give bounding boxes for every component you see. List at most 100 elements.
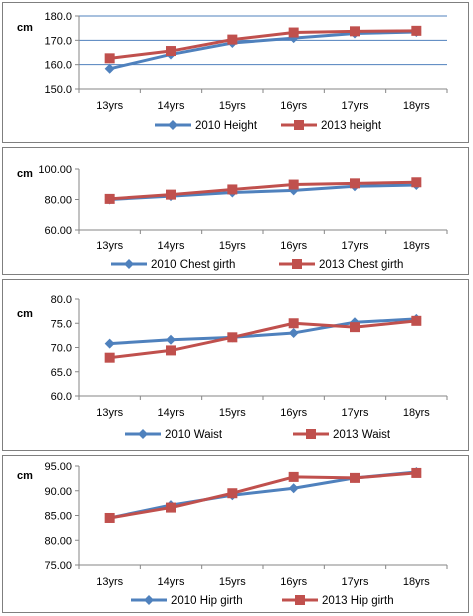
data-point-2013 bbox=[227, 184, 238, 195]
x-tick-label: 14yrs bbox=[158, 407, 185, 419]
y-tick-label: 160.0 bbox=[44, 60, 72, 72]
series-line-2010 bbox=[109, 317, 417, 346]
x-tick-label: 14yrs bbox=[158, 576, 185, 588]
series-line-2013 bbox=[109, 471, 417, 520]
data-point-2013 bbox=[350, 322, 360, 333]
y-tick-label: 65.0 bbox=[51, 367, 72, 379]
x-tick-label: 13yrs bbox=[96, 100, 123, 112]
legend-label: 2010 Waist bbox=[165, 429, 223, 441]
data-point-2013 bbox=[288, 471, 299, 482]
x-tick-label: 14yrs bbox=[158, 100, 185, 112]
x-tick-label: 16yrs bbox=[280, 576, 307, 588]
data-point-2013 bbox=[104, 352, 115, 363]
x-tick-label: 15yrs bbox=[219, 576, 246, 588]
data-point-2013 bbox=[104, 512, 115, 523]
hip-girth-chart-panel: cm 75.00 80.00 85.00 90.00 95.00 13yrs 14yrs 15y… bbox=[2, 455, 469, 613]
data-point-2013 bbox=[166, 189, 176, 200]
x-tick-label: 17yrs bbox=[342, 240, 369, 252]
legend-label: 2010 Height bbox=[195, 120, 258, 132]
y-tick-label: 100.00 bbox=[38, 164, 72, 176]
y-tick-label: 90.00 bbox=[44, 486, 72, 498]
series-line-2013 bbox=[109, 319, 417, 360]
y-tick-label: 75.00 bbox=[44, 560, 72, 572]
x-tick-label: 18yrs bbox=[403, 100, 430, 112]
data-point-2013 bbox=[227, 488, 238, 499]
y-tick-label: 70.0 bbox=[51, 343, 72, 355]
height-chart: cm 150.0 160.0 170.0 180.0 13yrs 14yrs 15yrs 16y… bbox=[17, 11, 448, 132]
chest-girth-chart: cm 60.00 80.00 100.00 13yrs 14yrs 15yrs 16yrs 17… bbox=[17, 164, 448, 271]
legend-marker bbox=[168, 120, 178, 130]
legend-label: 2013 Waist bbox=[333, 429, 391, 441]
x-tick-label: 18yrs bbox=[403, 240, 430, 252]
y-axis-label: cm bbox=[17, 22, 33, 34]
x-tick-label: 15yrs bbox=[219, 100, 246, 112]
data-point-2013 bbox=[166, 502, 176, 513]
chest-girth-chart-panel: cm 60.00 80.00 100.00 13yrs 14yrs 15yrs 16yrs 17… bbox=[2, 147, 469, 275]
legend-marker bbox=[306, 429, 316, 439]
y-tick-label: 85.00 bbox=[44, 511, 72, 523]
data-point-2013 bbox=[227, 332, 238, 343]
legend-marker bbox=[295, 595, 305, 605]
waist-chart: cm 60.0 65.0 70.0 75.0 80.0 13yrs 14yrs 15yrs 16y… bbox=[17, 294, 448, 441]
y-tick-label: 150.0 bbox=[44, 84, 72, 96]
legend-label: 2010 Hip girth bbox=[171, 595, 243, 607]
y-tick-label: 170.0 bbox=[44, 35, 72, 47]
legend-marker bbox=[124, 259, 134, 269]
legend-marker bbox=[294, 120, 304, 130]
x-tick-label: 13yrs bbox=[96, 240, 123, 252]
y-tick-label: 75.0 bbox=[51, 318, 72, 330]
y-tick-label: 80.00 bbox=[44, 535, 72, 547]
data-point-2010 bbox=[104, 338, 115, 349]
x-tick-label: 16yrs bbox=[280, 407, 307, 419]
data-point-2013 bbox=[227, 34, 238, 45]
hip-girth-chart: cm 75.00 80.00 85.00 90.00 95.00 13yrs 14yrs 15y… bbox=[17, 461, 448, 607]
data-point-2013 bbox=[350, 178, 360, 189]
x-tick-label: 13yrs bbox=[96, 576, 123, 588]
legend-label: 2013 Hip girth bbox=[322, 595, 394, 607]
y-axis-label: cm bbox=[17, 308, 33, 320]
y-tick-label: 80.00 bbox=[44, 195, 72, 207]
x-tick-label: 14yrs bbox=[158, 240, 185, 252]
legend-label: 2010 Chest girth bbox=[151, 259, 235, 271]
height-chart-panel: cm 150.0 160.0 170.0 180.0 13yrs 14yrs 15yrs 16y… bbox=[2, 2, 469, 143]
x-tick-label: 17yrs bbox=[342, 100, 369, 112]
legend-label: 2013 height bbox=[321, 120, 382, 132]
x-tick-label: 13yrs bbox=[96, 407, 123, 419]
data-point-2013 bbox=[166, 345, 176, 356]
series-line-2013 bbox=[109, 180, 417, 201]
legend-marker bbox=[138, 429, 148, 439]
data-point-2013 bbox=[411, 25, 422, 36]
x-tick-label: 15yrs bbox=[219, 407, 246, 419]
x-tick-label: 16yrs bbox=[280, 100, 307, 112]
y-tick-label: 60.00 bbox=[44, 225, 72, 237]
legend-marker bbox=[292, 259, 302, 269]
data-point-2013 bbox=[104, 53, 115, 64]
series-line-2010 bbox=[109, 30, 417, 71]
data-point-2013 bbox=[104, 193, 115, 204]
data-point-2010 bbox=[104, 63, 115, 74]
y-axis-label: cm bbox=[17, 168, 33, 180]
data-point-2013 bbox=[411, 467, 422, 478]
x-tick-label: 18yrs bbox=[403, 576, 430, 588]
waist-chart-panel: cm 60.0 65.0 70.0 75.0 80.0 13yrs 14yrs 15yrs 16y… bbox=[2, 279, 469, 451]
x-tick-label: 15yrs bbox=[219, 240, 246, 252]
data-point-2013 bbox=[350, 26, 360, 37]
legend-marker bbox=[144, 595, 154, 605]
y-tick-label: 80.0 bbox=[51, 294, 72, 306]
data-point-2013 bbox=[288, 27, 299, 38]
data-point-2013 bbox=[411, 315, 422, 326]
x-tick-label: 18yrs bbox=[403, 407, 430, 419]
x-tick-label: 17yrs bbox=[342, 576, 369, 588]
data-point-2013 bbox=[288, 179, 299, 190]
data-point-2010 bbox=[166, 334, 176, 345]
data-point-2013 bbox=[350, 472, 360, 483]
x-tick-label: 17yrs bbox=[342, 407, 369, 419]
y-tick-label: 60.0 bbox=[51, 391, 72, 403]
series-line-2013 bbox=[109, 29, 417, 60]
y-tick-label: 95.00 bbox=[44, 461, 72, 473]
y-tick-label: 180.0 bbox=[44, 11, 72, 23]
data-point-2010 bbox=[288, 327, 299, 338]
x-tick-label: 16yrs bbox=[280, 240, 307, 252]
data-point-2013 bbox=[411, 177, 422, 188]
data-point-2013 bbox=[166, 46, 176, 57]
